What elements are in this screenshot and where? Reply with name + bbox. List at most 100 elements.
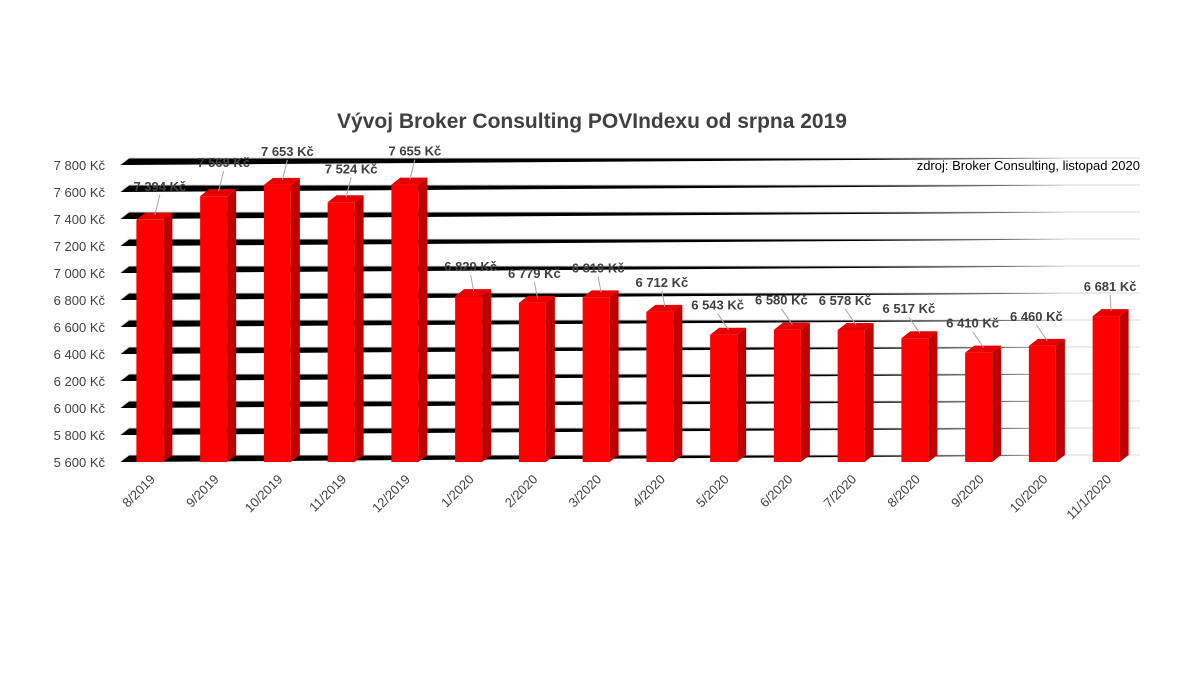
data-label-leader (844, 308, 857, 326)
data-label: 6 543 Kč (691, 298, 744, 313)
bar-top (837, 322, 874, 330)
data-label: 7 569 Kč (197, 155, 250, 170)
x-tick-label: 6/2020 (757, 472, 796, 511)
gridline (119, 265, 1140, 274)
data-label: 6 517 Kč (882, 301, 935, 316)
bar-top (901, 331, 938, 339)
bar-front (200, 196, 228, 462)
data-label: 6 829 Kč (444, 259, 497, 274)
data-label-leader (154, 194, 161, 215)
x-tick-label: 8/2020 (884, 472, 923, 511)
bar-side (1119, 309, 1129, 462)
chart-title: Vývoj Broker Consulting POVIndexu od srp… (337, 110, 847, 133)
bar (200, 189, 237, 462)
gridline (119, 319, 1140, 328)
y-tick-label: 6 400 Kč (54, 347, 106, 362)
y-tick-label: 6 000 Kč (54, 401, 106, 416)
data-label: 6 578 Kč (819, 293, 872, 308)
y-tick-label: 7 200 Kč (54, 239, 106, 254)
bar-top (582, 290, 619, 298)
bar-front (391, 184, 419, 462)
bars (136, 177, 1129, 462)
bar (837, 322, 874, 462)
y-tick-label: 5 800 Kč (54, 428, 106, 443)
bar-top (965, 345, 1002, 353)
y-axis: 5 600 Kč 5 800 Kč 6 000 Kč 6 200 Kč 6 400 Kč… (54, 158, 106, 470)
bar-top (327, 195, 364, 203)
data-label-leader (1109, 295, 1112, 312)
bar-front (901, 338, 929, 462)
x-tick-label: 11/2019 (306, 472, 349, 515)
data-label-leader (717, 313, 730, 330)
bar (582, 290, 619, 462)
gridline (119, 157, 1140, 166)
bar-side (928, 331, 938, 462)
x-tick-label: 2/2020 (502, 472, 541, 511)
y-tick-label: 7 000 Kč (54, 266, 106, 281)
data-label-leader (345, 177, 352, 198)
bar-side (545, 295, 555, 462)
bar (136, 212, 173, 462)
data-label: 6 460 Kč (1010, 309, 1063, 324)
x-tick-label: 7/2020 (821, 472, 860, 511)
bar-top (773, 322, 810, 330)
bar-front (646, 311, 674, 462)
bar-top (518, 295, 555, 303)
data-label-leader (780, 308, 793, 325)
bar-top (1028, 338, 1065, 346)
data-label-leader (533, 281, 538, 298)
bar (263, 177, 300, 462)
data-label: 6 819 Kč (572, 260, 625, 275)
bar-side (800, 322, 810, 462)
bar-side (354, 195, 364, 462)
bar-side (673, 304, 683, 462)
bar-front (582, 297, 610, 462)
bar-front (837, 329, 865, 462)
gridlines (119, 157, 1140, 463)
bar-front (263, 184, 291, 462)
y-tick-label: 7 600 Kč (54, 185, 106, 200)
bar-top (710, 327, 747, 335)
bar-top (455, 289, 492, 297)
bar-top (263, 177, 300, 185)
bar (1028, 338, 1065, 462)
bar (901, 331, 938, 462)
bar-front (327, 202, 355, 462)
x-tick-label: 8/2019 (119, 472, 158, 511)
y-tick-label: 5 600 Kč (54, 455, 106, 470)
bar-side (418, 177, 428, 462)
bar-front (773, 329, 801, 462)
y-tick-label: 7 800 Kč (54, 158, 106, 173)
data-label: 6 779 Kč (508, 266, 561, 281)
bar-front (965, 352, 993, 462)
data-label-leader (470, 274, 475, 292)
y-tick-label: 6 600 Kč (54, 320, 106, 335)
bar-side (482, 289, 492, 462)
y-tick-label: 7 400 Kč (54, 212, 106, 227)
x-tick-label: 3/2020 (566, 472, 605, 511)
x-axis: 8/2019 9/2019 10/2019 11/2019 12/2019 1/2020 2… (119, 472, 1114, 523)
x-tick-label: 10/2020 (1007, 472, 1051, 516)
bar (710, 327, 747, 462)
bar (327, 195, 364, 462)
data-label: 7 524 Kč (325, 161, 378, 176)
data-label: 7 655 Kč (388, 144, 441, 159)
data-label: 6 410 Kč (946, 316, 999, 331)
data-label: 6 712 Kč (635, 275, 688, 290)
bar-top (646, 304, 683, 312)
bar-top (136, 212, 173, 220)
bar-side (737, 327, 747, 462)
x-tick-label: 5/2020 (693, 472, 732, 511)
y-tick-label: 6 200 Kč (54, 374, 106, 389)
bar-front (710, 334, 738, 462)
data-label-leader (281, 159, 288, 180)
x-tick-label: 12/2019 (369, 472, 413, 516)
bar-side (609, 290, 619, 462)
bar-front (518, 302, 546, 462)
bar-top (1092, 309, 1129, 317)
data-label-leader (661, 290, 666, 307)
gridline (119, 292, 1140, 301)
bar-front (1028, 345, 1056, 462)
x-tick-label: 9/2020 (948, 472, 987, 511)
